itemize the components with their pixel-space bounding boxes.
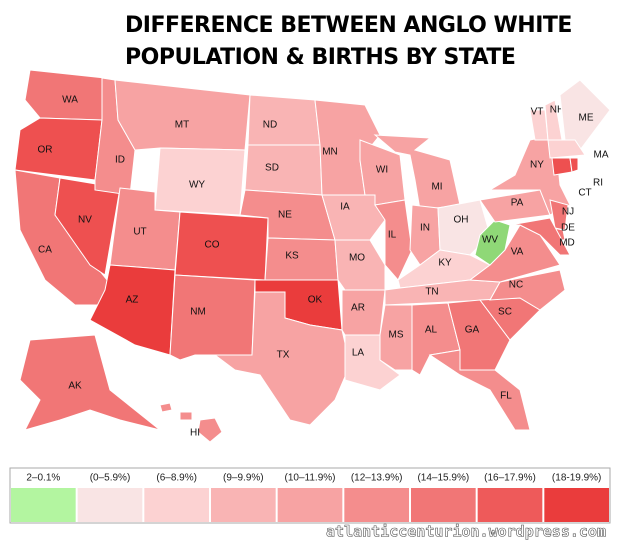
legend-swatch bbox=[477, 488, 543, 522]
credit: atlanticcenturion.wordpress.com bbox=[326, 523, 606, 541]
state-label: SC bbox=[498, 307, 512, 318]
legend-swatch bbox=[344, 488, 409, 522]
state-label: HI bbox=[190, 428, 200, 439]
state-label: NE bbox=[278, 210, 292, 221]
state-label: LA bbox=[352, 348, 365, 359]
legend-label: (0–5.9%) bbox=[90, 473, 131, 484]
state-shape bbox=[174, 211, 269, 281]
state-label: GA bbox=[465, 325, 480, 336]
state-shape bbox=[547, 139, 586, 159]
legend-frame bbox=[9, 467, 611, 524]
state-label: AZ bbox=[126, 295, 139, 306]
legend-label: (6–8.9%) bbox=[156, 473, 197, 484]
legend-label: (16–17.9%) bbox=[484, 473, 536, 484]
state-label: WI bbox=[376, 165, 388, 176]
state-label: UT bbox=[133, 227, 146, 238]
state-label: MN bbox=[322, 147, 338, 158]
legend-swatch bbox=[211, 488, 276, 522]
legend-swatch bbox=[11, 488, 76, 522]
state-label: IL bbox=[388, 230, 397, 241]
state-label: WY bbox=[189, 180, 205, 191]
state-label: AR bbox=[351, 303, 365, 314]
state-label: WV bbox=[482, 235, 498, 246]
state-shape bbox=[244, 144, 323, 196]
state-shape bbox=[334, 239, 386, 291]
state-label: OK bbox=[308, 295, 323, 306]
state-label: VA bbox=[511, 247, 524, 258]
state-label: NJ bbox=[562, 207, 574, 218]
state-label: KS bbox=[285, 251, 299, 262]
state-label: IA bbox=[340, 202, 350, 213]
state-label: NV bbox=[78, 215, 92, 226]
state-label: TN bbox=[425, 287, 438, 298]
state-shape bbox=[428, 349, 531, 431]
legend-label: (10–11.9%) bbox=[285, 473, 336, 484]
state-label: IN bbox=[420, 223, 430, 234]
state-shape bbox=[569, 157, 579, 173]
state-label: AK bbox=[68, 381, 82, 392]
state-label: RI bbox=[593, 178, 603, 189]
state-shape bbox=[559, 79, 611, 151]
state-label: MD bbox=[559, 238, 575, 249]
state-shape bbox=[509, 217, 571, 256]
state-label: KY bbox=[438, 258, 452, 269]
legend-swatch bbox=[277, 488, 343, 522]
us-map: WA OR CA NV ID MT WY UT AZ CO NM ND SD NE KS OK TX MN IA MO… bbox=[14, 69, 611, 443]
state-label: NH bbox=[550, 105, 564, 116]
state-label: OR bbox=[38, 145, 53, 156]
state-shape bbox=[14, 117, 103, 181]
legend-swatch bbox=[544, 488, 609, 522]
state-shape bbox=[169, 274, 256, 361]
state-label: FL bbox=[500, 391, 512, 402]
state-label: WA bbox=[62, 95, 78, 106]
title-line: POPULATION & BIRTHS BY STATE bbox=[125, 45, 515, 70]
state-shape bbox=[359, 139, 406, 206]
state-label: OH bbox=[454, 215, 469, 226]
legend-swatch bbox=[144, 488, 209, 522]
state-label: ND bbox=[263, 120, 277, 131]
state-label: MI bbox=[431, 182, 442, 193]
state-label: VT bbox=[531, 107, 544, 118]
state-shape bbox=[159, 402, 223, 443]
legend-label: (14–15.9%) bbox=[417, 473, 469, 484]
state-label: NY bbox=[530, 160, 544, 171]
state-label: MO bbox=[349, 253, 365, 264]
state-shape bbox=[247, 94, 321, 146]
state-label: PA bbox=[511, 198, 524, 209]
legend-label: (12–13.9%) bbox=[351, 473, 403, 484]
state-label: CT bbox=[578, 188, 591, 199]
state-label: MT bbox=[175, 120, 189, 131]
legend-label: (9–9.9%) bbox=[223, 473, 264, 484]
state-label: DE bbox=[561, 223, 575, 234]
state-shape bbox=[213, 291, 351, 426]
state-shape bbox=[549, 199, 569, 231]
state-label: AL bbox=[425, 325, 438, 336]
state-label: CA bbox=[38, 245, 52, 256]
state-label: NC bbox=[509, 280, 523, 291]
state-label: MS bbox=[389, 330, 404, 341]
state-label: MA bbox=[594, 150, 609, 161]
state-label: NM bbox=[190, 307, 206, 318]
legend-label: (18-19.9%) bbox=[552, 473, 601, 484]
state-shape bbox=[264, 237, 339, 281]
state-shape bbox=[114, 79, 251, 151]
legend-swatch bbox=[77, 488, 143, 522]
state-label: ID bbox=[115, 155, 125, 166]
state-label: ME bbox=[579, 113, 594, 124]
legend-label: 2–0.1% bbox=[26, 473, 60, 484]
state-label: CO bbox=[205, 240, 220, 251]
legend-swatch bbox=[411, 488, 476, 522]
state-label: TX bbox=[277, 350, 290, 361]
title-line: DIFFERENCE BETWEEN ANGLO WHITE bbox=[125, 13, 572, 38]
state-shape bbox=[551, 157, 573, 176]
state-shape bbox=[19, 334, 161, 431]
legend: 2–0.1% (0–5.9%) (6–8.9%) (9–9.9%) (10–11.9%)… bbox=[9, 467, 611, 524]
state-label: SD bbox=[265, 163, 279, 174]
